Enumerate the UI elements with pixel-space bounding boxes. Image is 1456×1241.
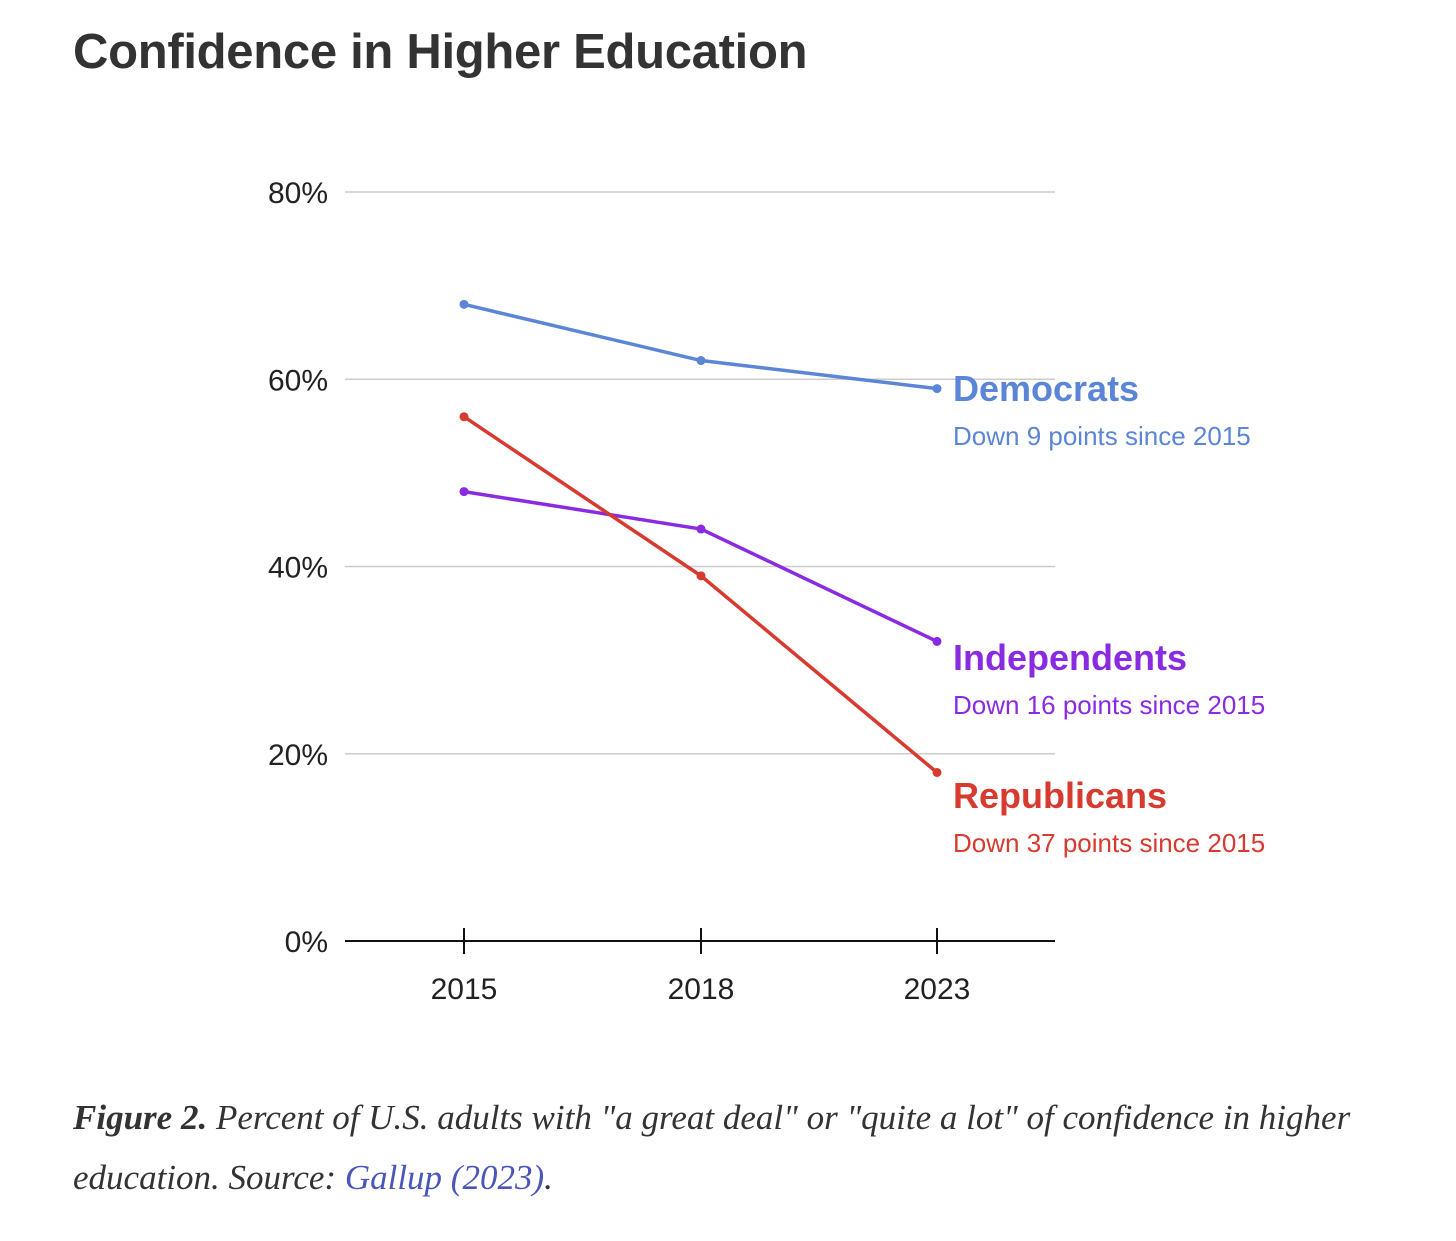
y-axis-tick-labels: 0% 20% 40% 60% 80%	[268, 177, 328, 959]
data-point-republicans	[696, 571, 706, 581]
data-point-republicans	[932, 767, 942, 777]
y-tick-label: 80%	[268, 177, 328, 210]
series-label-democrats: Democrats	[953, 368, 1139, 409]
series-label-republicans: Republicans	[953, 775, 1167, 816]
x-tick-label: 2023	[904, 973, 971, 1006]
series-line-republicans	[462, 414, 939, 775]
x-tick-label: 2015	[431, 973, 498, 1006]
x-axis: 2015 2018 2023	[345, 928, 1055, 1006]
series-line-democrats	[462, 302, 939, 391]
y-tick-label: 0%	[285, 926, 328, 959]
data-point-democrats	[459, 299, 469, 309]
data-point-democrats	[932, 384, 942, 394]
page-title: Confidence in Higher Education	[73, 25, 808, 79]
gridlines	[345, 191, 1055, 755]
y-tick-label: 40%	[268, 552, 328, 585]
data-point-independents	[696, 524, 706, 534]
source-link[interactable]: Gallup (2023)	[344, 1158, 545, 1197]
series-note-democrats: Down 9 points since 2015	[953, 421, 1251, 451]
series-lines	[459, 299, 942, 777]
data-point-independents	[459, 487, 469, 497]
data-point-democrats	[696, 356, 706, 366]
series-labels: Democrats Down 9 points since 2015 Indepen…	[953, 368, 1265, 858]
series-label-independents: Independents	[953, 637, 1187, 678]
x-tick-label: 2018	[668, 973, 735, 1006]
y-tick-label: 20%	[268, 739, 328, 772]
data-point-republicans	[459, 412, 469, 422]
series-note-independents: Down 16 points since 2015	[953, 690, 1265, 720]
series-note-republicans: Down 37 points since 2015	[953, 828, 1265, 858]
caption-trailing: .	[544, 1158, 553, 1197]
caption-text: Percent of U.S. adults with "a great dea…	[73, 1098, 1351, 1197]
figure-caption: Figure 2. Percent of U.S. adults with "a…	[73, 1088, 1433, 1208]
y-tick-label: 60%	[268, 364, 328, 397]
figure-label: Figure 2.	[73, 1098, 208, 1137]
line-chart: 0% 20% 40% 60% 80% 2015 2018 2023 Democrats Dow…	[268, 177, 1265, 1006]
data-point-independents	[932, 636, 942, 646]
